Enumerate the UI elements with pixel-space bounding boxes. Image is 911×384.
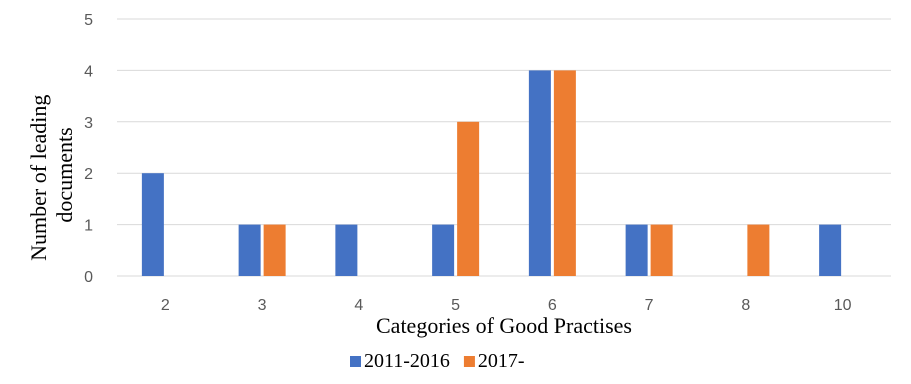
x-tick-label: 8 (741, 297, 750, 314)
x-tick-label: 3 (258, 297, 267, 314)
bar-2017--5 (457, 121, 480, 276)
x-tick-label: 5 (451, 297, 460, 314)
y-tick-label: 5 (84, 12, 93, 29)
x-tick-label: 2 (161, 297, 170, 314)
x-tick-label: 10 (834, 297, 852, 314)
bar-2011-2016-2 (141, 173, 164, 276)
bar-2011-2016-6 (528, 70, 551, 277)
y-tick-label: 4 (84, 63, 93, 80)
legend-label: 2011-2016 (364, 350, 450, 372)
bar-2011-2016-4 (335, 224, 358, 276)
y-axis-title-line-2: documents (52, 127, 77, 222)
x-tick-label: 6 (548, 297, 557, 314)
y-axis-title-line-1: Number of leading (26, 95, 51, 261)
y-axis-ticks: 0 1 2 3 4 5 (84, 12, 93, 286)
y-tick-label: 3 (84, 115, 93, 132)
bar-2011-2016-7 (625, 224, 648, 276)
bar-2017--3 (263, 224, 286, 276)
x-tick-label: 7 (645, 297, 654, 314)
bar-2011-2016-3 (238, 224, 261, 276)
x-axis-title: Categories of Good Practises (376, 313, 632, 338)
legend: 2011-2016 2017- (350, 350, 525, 372)
bars (141, 70, 842, 277)
bar-2017--6 (553, 70, 576, 277)
x-tick-label: 4 (354, 297, 363, 314)
bar-2017--8 (747, 224, 770, 276)
y-tick-label: 1 (84, 218, 93, 235)
bar-2011-2016-10 (819, 224, 842, 276)
legend-swatch-2011-2016 (350, 356, 361, 367)
y-tick-label: 2 (84, 166, 93, 183)
legend-swatch-2017- (463, 356, 475, 367)
y-tick-label: 0 (84, 269, 93, 286)
bar-2017--7 (650, 224, 673, 276)
y-axis-title: Number of leading documents (26, 89, 77, 261)
bar-2011-2016-5 (432, 224, 455, 276)
legend-label: 2017- (478, 350, 525, 372)
gridlines (117, 18, 891, 277)
x-axis-ticks: 2 3 4 5 6 7 8 10 (161, 297, 852, 314)
